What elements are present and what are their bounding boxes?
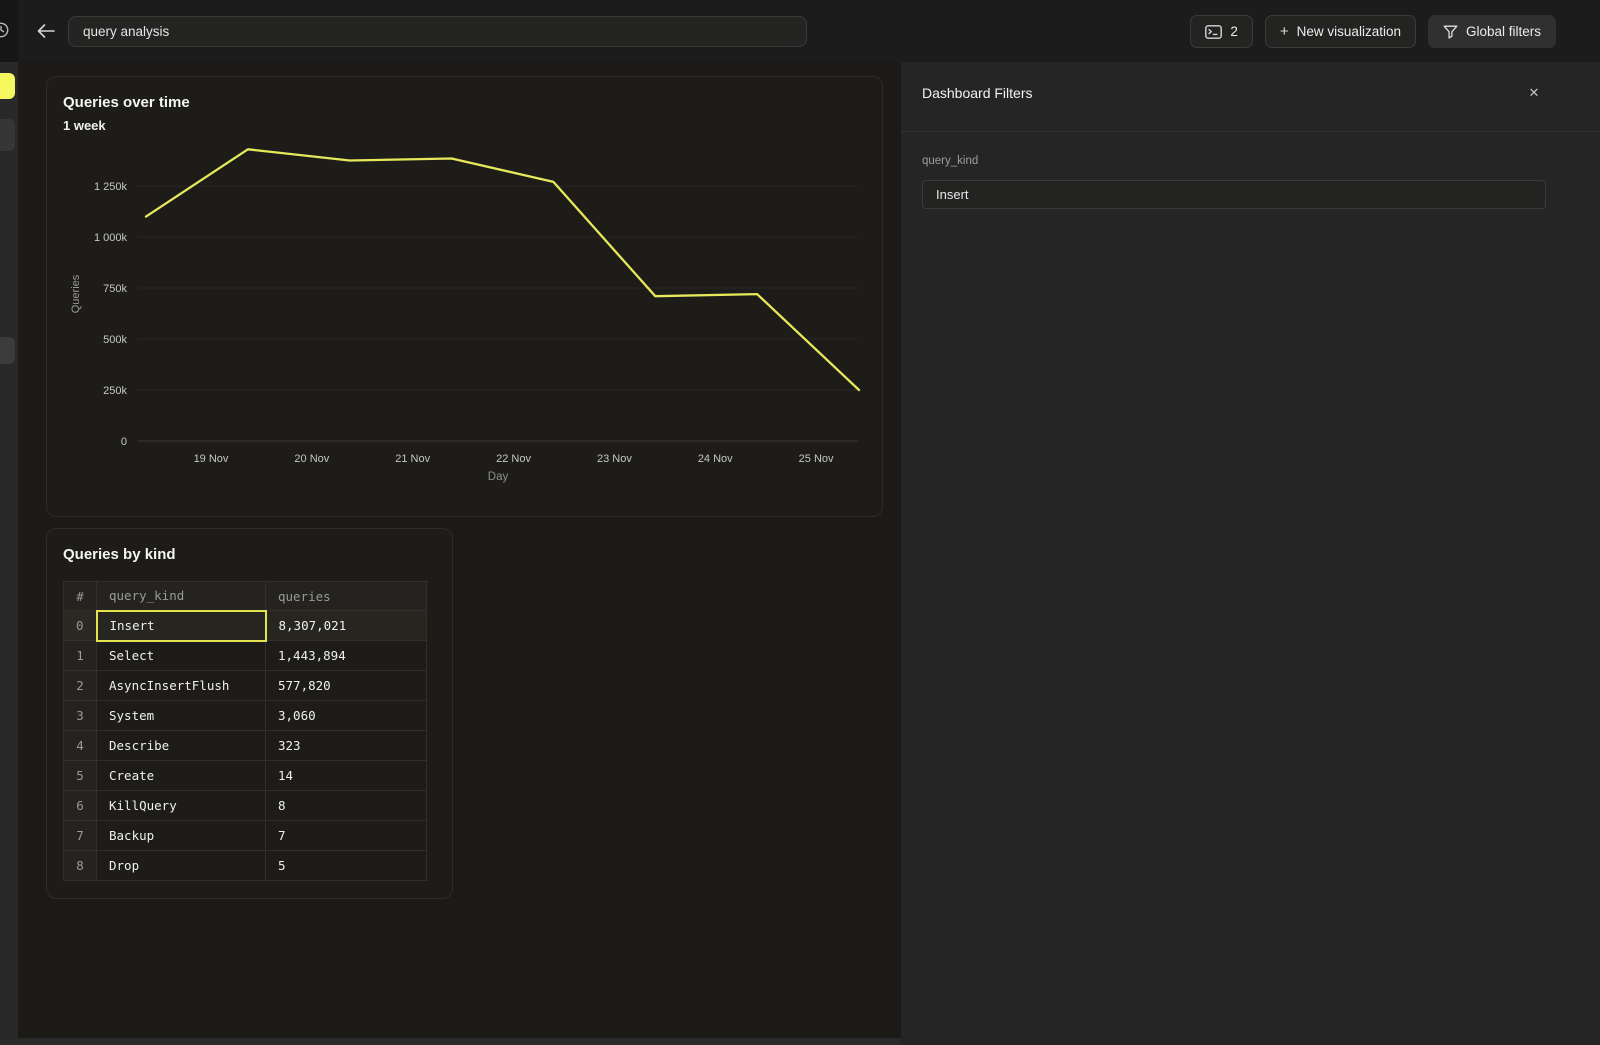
svg-text:22 Nov: 22 Nov	[496, 453, 531, 465]
left-arrow-icon	[36, 23, 56, 39]
new-visualization-label: New visualization	[1297, 24, 1401, 39]
query-kind-cell[interactable]: System	[97, 701, 266, 731]
svg-text:250k: 250k	[103, 385, 127, 397]
svg-text:1 000k: 1 000k	[94, 232, 128, 244]
queries-over-time-card: Queries over time 1 week 0250k500k750k1 …	[46, 76, 883, 517]
sql-console-count-button[interactable]: 2	[1190, 15, 1253, 48]
topbar-actions: 2 + New visualization Global filters	[1190, 15, 1556, 48]
row-index-cell: 4	[64, 731, 97, 761]
svg-text:0: 0	[121, 436, 127, 448]
dashboard-window: 2 + New visualization Global filters Que…	[0, 0, 1600, 1045]
global-filters-button[interactable]: Global filters	[1428, 15, 1556, 48]
svg-text:1 250k: 1 250k	[94, 181, 128, 193]
query-kind-cell[interactable]: Backup	[97, 821, 266, 851]
queries-count-cell[interactable]: 14	[266, 761, 427, 791]
column-header[interactable]: queries	[266, 582, 427, 611]
queries-count-cell[interactable]: 577,820	[266, 671, 427, 701]
queries-count-cell[interactable]: 3,060	[266, 701, 427, 731]
table-row: 7Backup7	[64, 821, 427, 851]
table-row: 6KillQuery8	[64, 791, 427, 821]
table-row: 4Describe323	[64, 731, 427, 761]
sidebar-item[interactable]	[0, 119, 15, 151]
table-row: 2AsyncInsertFlush577,820	[64, 671, 427, 701]
queries-table: #query_kindqueries0Insert8,307,0211Selec…	[63, 581, 427, 881]
svg-text:21 Nov: 21 Nov	[395, 453, 430, 465]
svg-text:23 Nov: 23 Nov	[597, 453, 632, 465]
svg-text:750k: 750k	[103, 283, 127, 295]
svg-text:500k: 500k	[103, 334, 127, 346]
table-row: 3System3,060	[64, 701, 427, 731]
topbar-corner	[0, 0, 18, 62]
svg-text:Day: Day	[488, 471, 509, 483]
svg-text:20 Nov: 20 Nov	[294, 453, 329, 465]
history-clock-icon[interactable]	[0, 21, 10, 39]
queries-count-cell[interactable]: 1,443,894	[266, 641, 427, 671]
query-kind-cell[interactable]: KillQuery	[97, 791, 266, 821]
query-kind-cell[interactable]: Create	[97, 761, 266, 791]
dashboard-canvas: Queries over time 1 week 0250k500k750k1 …	[18, 62, 901, 1045]
column-header[interactable]: query_kind	[97, 582, 266, 611]
queries-count-cell[interactable]: 7	[266, 821, 427, 851]
query-kind-filter-input[interactable]	[922, 180, 1546, 209]
sidebar-item[interactable]	[0, 337, 15, 364]
topbar: 2 + New visualization Global filters	[0, 0, 1600, 62]
svg-text:24 Nov: 24 Nov	[698, 453, 733, 465]
queries-count-cell[interactable]: 323	[266, 731, 427, 761]
row-index-cell: 8	[64, 851, 97, 881]
dashboard-title-input[interactable]	[68, 16, 807, 47]
table-row: 0Insert8,307,021	[64, 611, 427, 641]
query-kind-cell[interactable]: AsyncInsertFlush	[97, 671, 266, 701]
close-icon: ✕	[1529, 85, 1540, 100]
funnel-icon	[1443, 25, 1458, 39]
queries-by-kind-card: Queries by kind #query_kindqueries0Inser…	[46, 528, 453, 899]
back-button[interactable]	[36, 18, 62, 44]
query-kind-cell[interactable]: Select	[97, 641, 266, 671]
queries-count-cell[interactable]: 8,307,021	[266, 611, 427, 641]
query-kind-cell[interactable]: Drop	[97, 851, 266, 881]
dashboard-filters-panel: Dashboard Filters ✕ query_kind	[901, 62, 1600, 1045]
row-index-cell: 7	[64, 821, 97, 851]
row-index-cell: 6	[64, 791, 97, 821]
table-row: 5Create14	[64, 761, 427, 791]
plus-icon: +	[1280, 24, 1289, 39]
sql-console-icon	[1205, 25, 1222, 39]
queries-over-time-line-chart: 0 250k 500k 750k 1 000k 1 250k 19 Nov 20 Nov 21 …	[47, 77, 882, 516]
svg-text:Queries: Queries	[70, 274, 82, 313]
row-index-cell: 2	[64, 671, 97, 701]
svg-text:25 Nov: 25 Nov	[799, 453, 834, 465]
filter-field-label: query_kind	[922, 155, 978, 167]
row-index-cell: 1	[64, 641, 97, 671]
row-index-cell: 5	[64, 761, 97, 791]
queries-count-cell[interactable]: 8	[266, 791, 427, 821]
queries-count-cell[interactable]: 5	[266, 851, 427, 881]
table-title: Queries by kind	[63, 546, 176, 563]
console-count: 2	[1230, 24, 1238, 39]
bottom-scroll-edge	[18, 1038, 901, 1045]
svg-text:19 Nov: 19 Nov	[194, 453, 229, 465]
left-sidebar	[0, 62, 18, 1045]
table-row: 8Drop5	[64, 851, 427, 881]
row-index-cell: 0	[64, 611, 97, 641]
column-header[interactable]: #	[64, 582, 97, 611]
filters-panel-title: Dashboard Filters	[922, 85, 1033, 101]
new-visualization-button[interactable]: + New visualization	[1265, 15, 1416, 48]
query-kind-cell[interactable]: Insert	[97, 611, 266, 641]
table-row: 1Select1,443,894	[64, 641, 427, 671]
global-filters-label: Global filters	[1466, 24, 1541, 39]
sidebar-item-active[interactable]	[0, 73, 15, 99]
row-index-cell: 3	[64, 701, 97, 731]
panel-divider	[901, 131, 1600, 132]
close-panel-button[interactable]: ✕	[1521, 80, 1547, 106]
query-kind-cell[interactable]: Describe	[97, 731, 266, 761]
